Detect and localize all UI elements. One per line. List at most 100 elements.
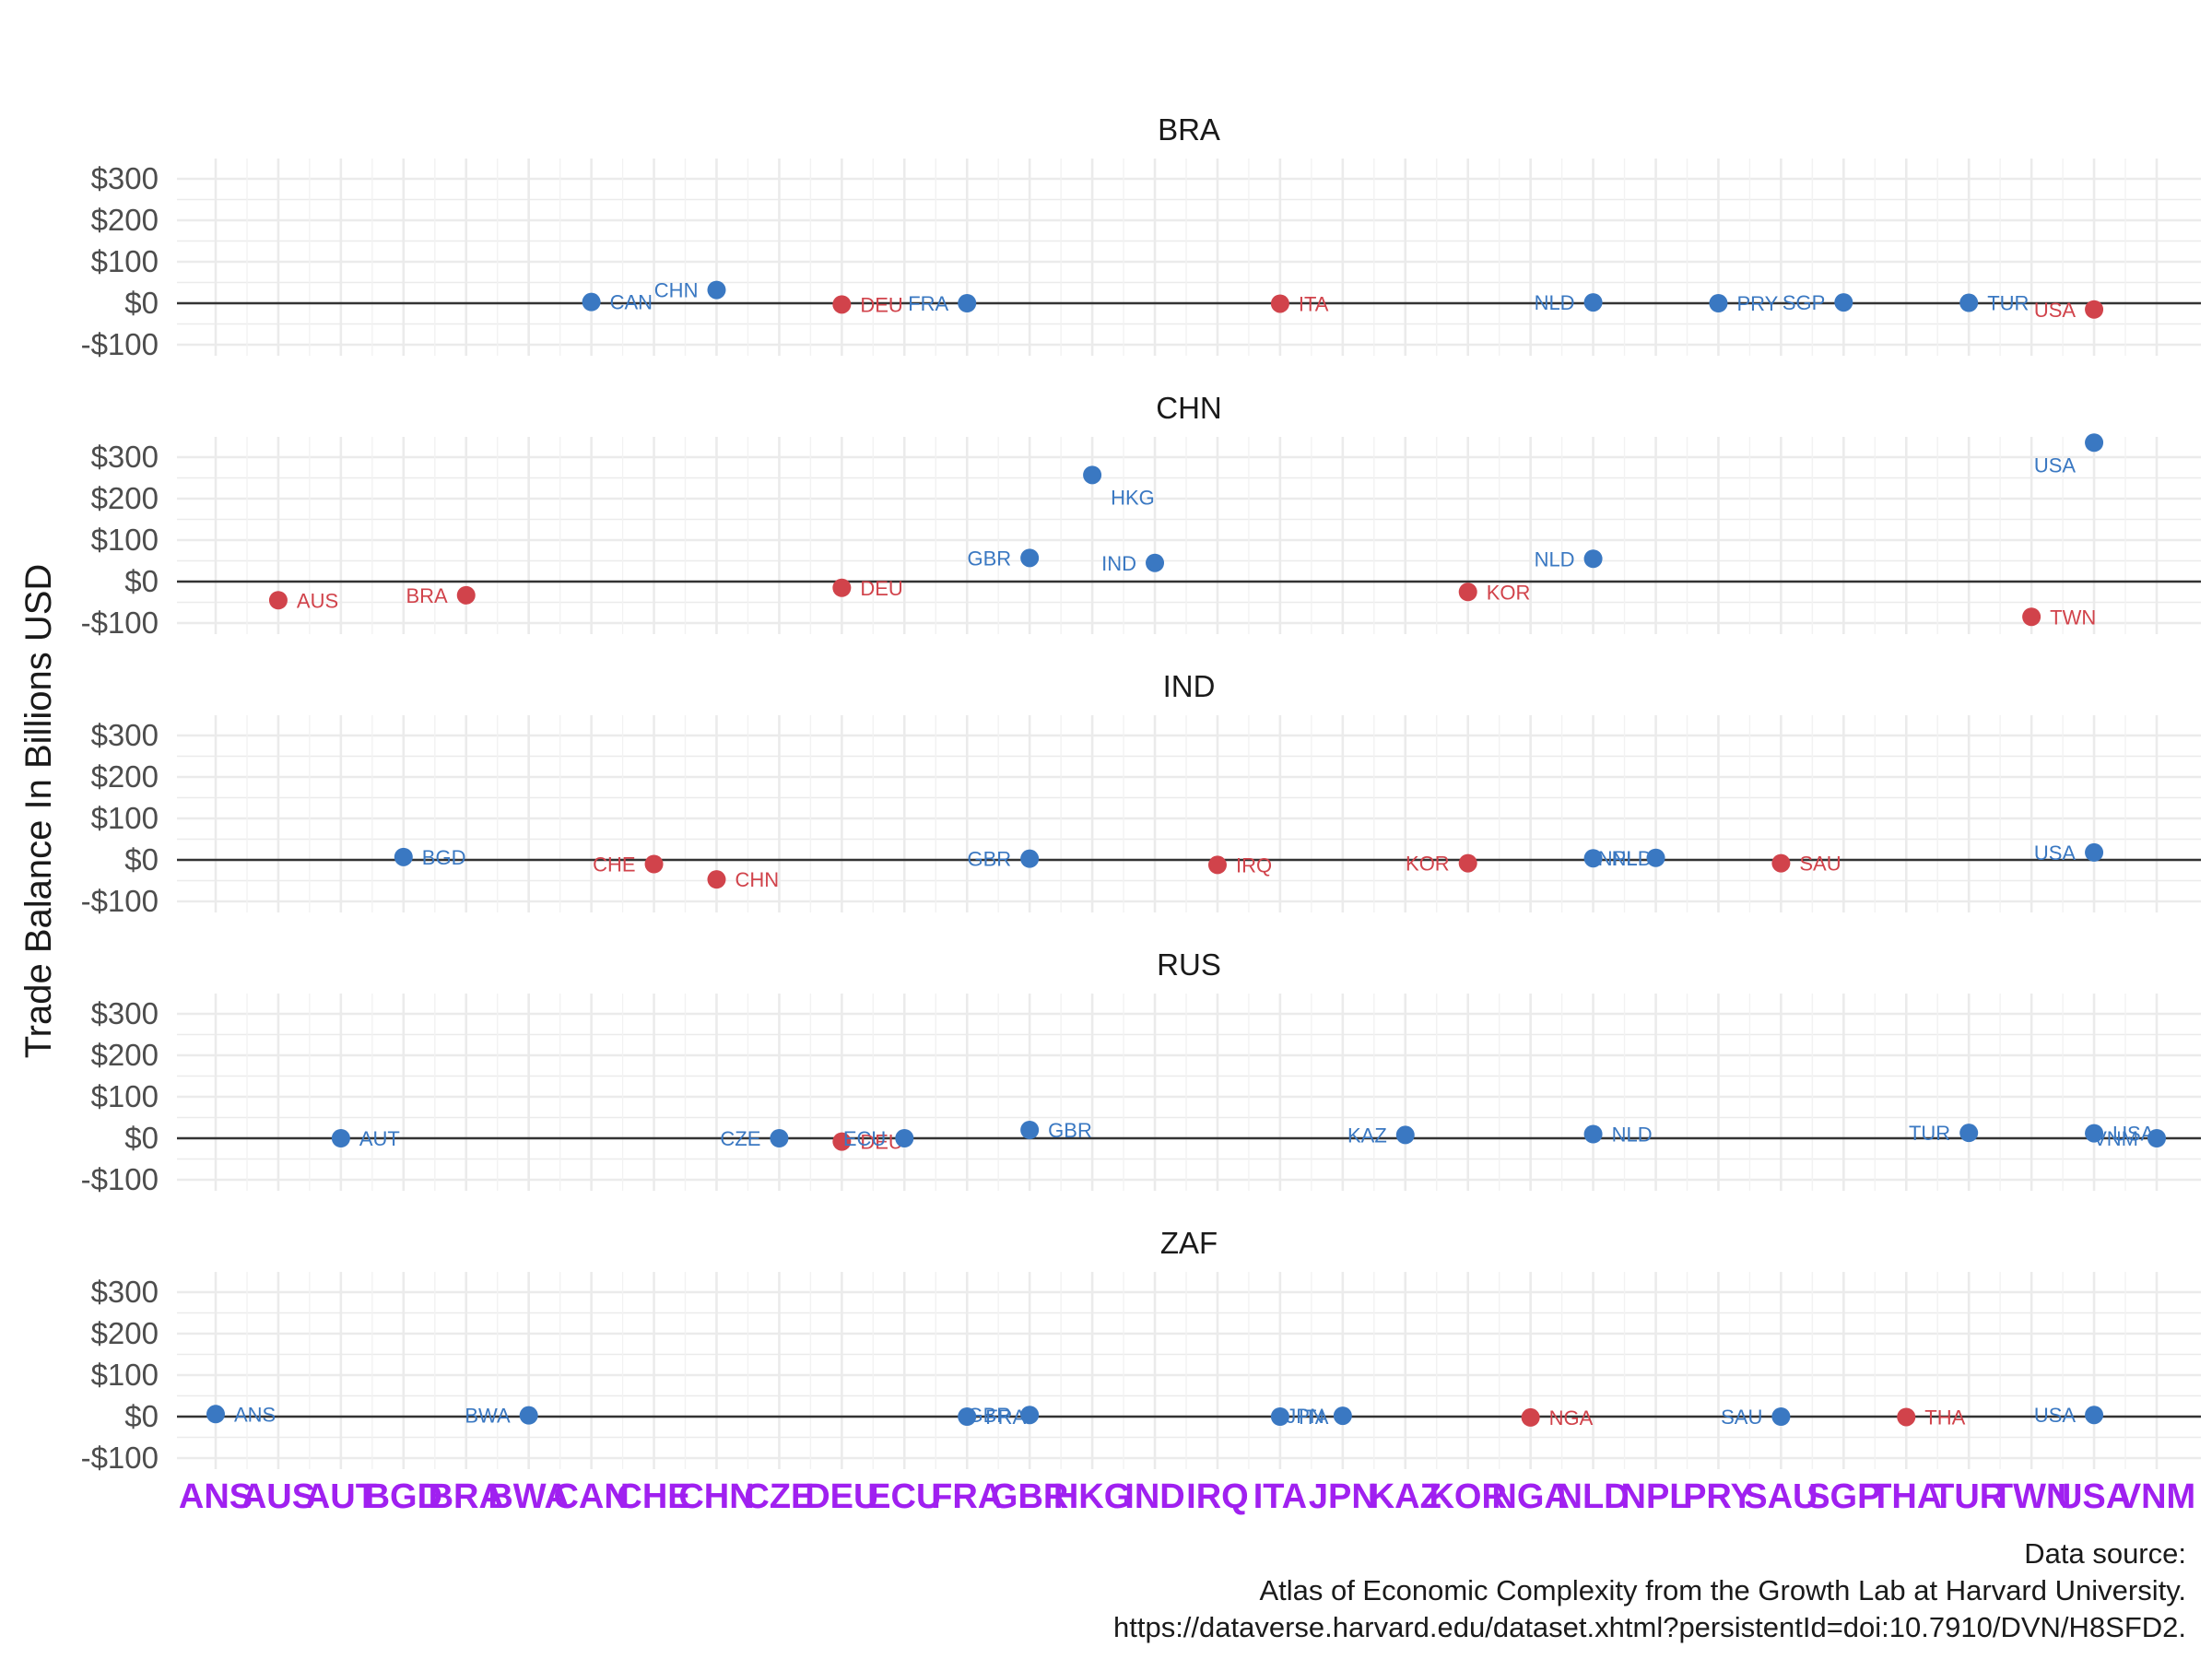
- x-axis: ANSAUSAUTBGDBRABWACANCHECHNCZEDEUECUFRAG…: [179, 1477, 2195, 1516]
- y-tick-label: -$100: [81, 1162, 159, 1196]
- data-point: [2085, 842, 2104, 862]
- x-tick-label: CZE: [744, 1477, 814, 1516]
- point-label: IND: [1101, 552, 1136, 575]
- point-label: USA: [2034, 299, 2077, 322]
- data-point: [1583, 549, 1603, 569]
- data-point: [456, 585, 476, 605]
- point-label: NLD: [1612, 1124, 1653, 1147]
- data-point: [1646, 848, 1665, 867]
- x-tick-label: SAU: [1744, 1477, 1818, 1516]
- point-label: IRQ: [1236, 853, 1272, 877]
- y-tick-label: $200: [91, 759, 159, 794]
- x-tick-label: KAZ: [1370, 1477, 1441, 1516]
- point-label: SGP: [1783, 291, 1825, 314]
- data-point: [1458, 582, 1477, 602]
- y-tick-label: $0: [124, 842, 159, 877]
- x-tick-label: USA: [2057, 1477, 2131, 1516]
- point-label: GBR: [967, 848, 1011, 871]
- point-label: VNM: [2093, 1127, 2138, 1150]
- data-point: [2085, 1124, 2104, 1143]
- y-tick-label: $300: [91, 440, 159, 474]
- x-tick-label: JPN: [1309, 1477, 1377, 1516]
- data-point: [2085, 433, 2104, 453]
- point-label: BWA: [465, 1405, 511, 1428]
- y-tick-label: -$100: [81, 1441, 159, 1475]
- data-point: [2085, 1406, 2104, 1425]
- x-tick-label: HKG: [1053, 1477, 1131, 1516]
- point-label: TWN: [2050, 606, 2096, 629]
- data-point: [1333, 1406, 1352, 1426]
- data-point: [1959, 293, 1979, 312]
- data-point: [519, 1406, 538, 1425]
- y-tick-label: $300: [91, 996, 159, 1030]
- x-tick-label: IRQ: [1186, 1477, 1249, 1516]
- point-label: SAU: [1721, 1406, 1762, 1429]
- data-point: [1897, 1407, 1916, 1427]
- point-label: ANS: [234, 1403, 276, 1426]
- data-point: [644, 854, 664, 874]
- y-tick-label: $200: [91, 203, 159, 237]
- x-tick-label: THA: [1870, 1477, 1942, 1516]
- y-tick-label: $0: [124, 1121, 159, 1155]
- x-tick-label: TUR: [1933, 1477, 2005, 1516]
- y-axis-label: Trade Balance In Billions USD: [18, 564, 59, 1059]
- data-point: [1020, 1406, 1040, 1425]
- point-label: GBR: [967, 1404, 1011, 1427]
- x-tick-label: NGA: [1491, 1477, 1569, 1516]
- point-label: NLD: [1612, 847, 1653, 870]
- facet-title: CHN: [1156, 391, 1222, 425]
- data-point: [2147, 1129, 2166, 1147]
- point-label: CHN: [654, 279, 699, 302]
- point-label: CZE: [720, 1127, 760, 1150]
- facet-title: BRA: [1158, 112, 1220, 147]
- y-tick-label: $100: [91, 244, 159, 278]
- data-point: [707, 870, 726, 889]
- x-tick-label: ITA: [1253, 1477, 1307, 1516]
- x-tick-label: VNM: [2118, 1477, 2195, 1516]
- y-tick-label: $300: [91, 1275, 159, 1309]
- data-point: [832, 295, 852, 314]
- gridlines: [177, 715, 2201, 912]
- data-point: [832, 1132, 852, 1151]
- data-point: [1771, 853, 1791, 873]
- point-label: GBR: [967, 547, 1011, 570]
- caption: Data source: Atlas of Economic Complexity…: [1113, 1537, 2186, 1643]
- data-point: [582, 292, 601, 312]
- data-point: [1207, 855, 1227, 875]
- x-tick-label: CAN: [553, 1477, 629, 1516]
- x-tick-label: IND: [1124, 1477, 1184, 1516]
- point-label: CHN: [735, 868, 779, 891]
- y-tick-label: $0: [124, 286, 159, 320]
- gridlines: [177, 437, 2201, 634]
- data-point: [331, 1129, 350, 1147]
- data-point: [1270, 294, 1289, 313]
- y-tick-label: $100: [91, 1079, 159, 1113]
- data-point: [1020, 849, 1040, 868]
- x-tick-label: CHN: [678, 1477, 754, 1516]
- gridlines: [177, 1272, 2201, 1469]
- facet-ind: IND -$100 $0 $100 $200 $300 BGD CHE CHN GBR IRQ KOR…: [81, 669, 2201, 918]
- point-label: SAU: [1799, 853, 1841, 876]
- y-tick-label: $0: [124, 1399, 159, 1433]
- x-tick-label: TWN: [1992, 1477, 2072, 1516]
- x-tick-label: AUT: [305, 1477, 377, 1516]
- point-label: ITA: [1299, 292, 1329, 315]
- x-tick-label: SGP: [1806, 1477, 1880, 1516]
- point-label: KOR: [1406, 853, 1450, 876]
- data-point: [1083, 465, 1102, 485]
- point-label: KOR: [1487, 581, 1531, 604]
- x-tick-label: GBR: [991, 1477, 1068, 1516]
- data-point: [832, 578, 852, 597]
- point-label: NLD: [1535, 547, 1575, 571]
- facet-chn: CHN -$100 $0 $100 $200 $300 AUS BRA DEU GBR HKG IND…: [81, 391, 2201, 640]
- data-point: [707, 280, 726, 300]
- caption-line: Data source:: [2024, 1537, 2186, 1570]
- point-label: DEU: [860, 1131, 902, 1154]
- x-tick-label: NPL: [1621, 1477, 1691, 1516]
- y-tick-label: -$100: [81, 606, 159, 640]
- data-point: [1020, 548, 1040, 568]
- x-tick-label: ANS: [179, 1477, 253, 1516]
- point-label: FRA: [908, 292, 948, 315]
